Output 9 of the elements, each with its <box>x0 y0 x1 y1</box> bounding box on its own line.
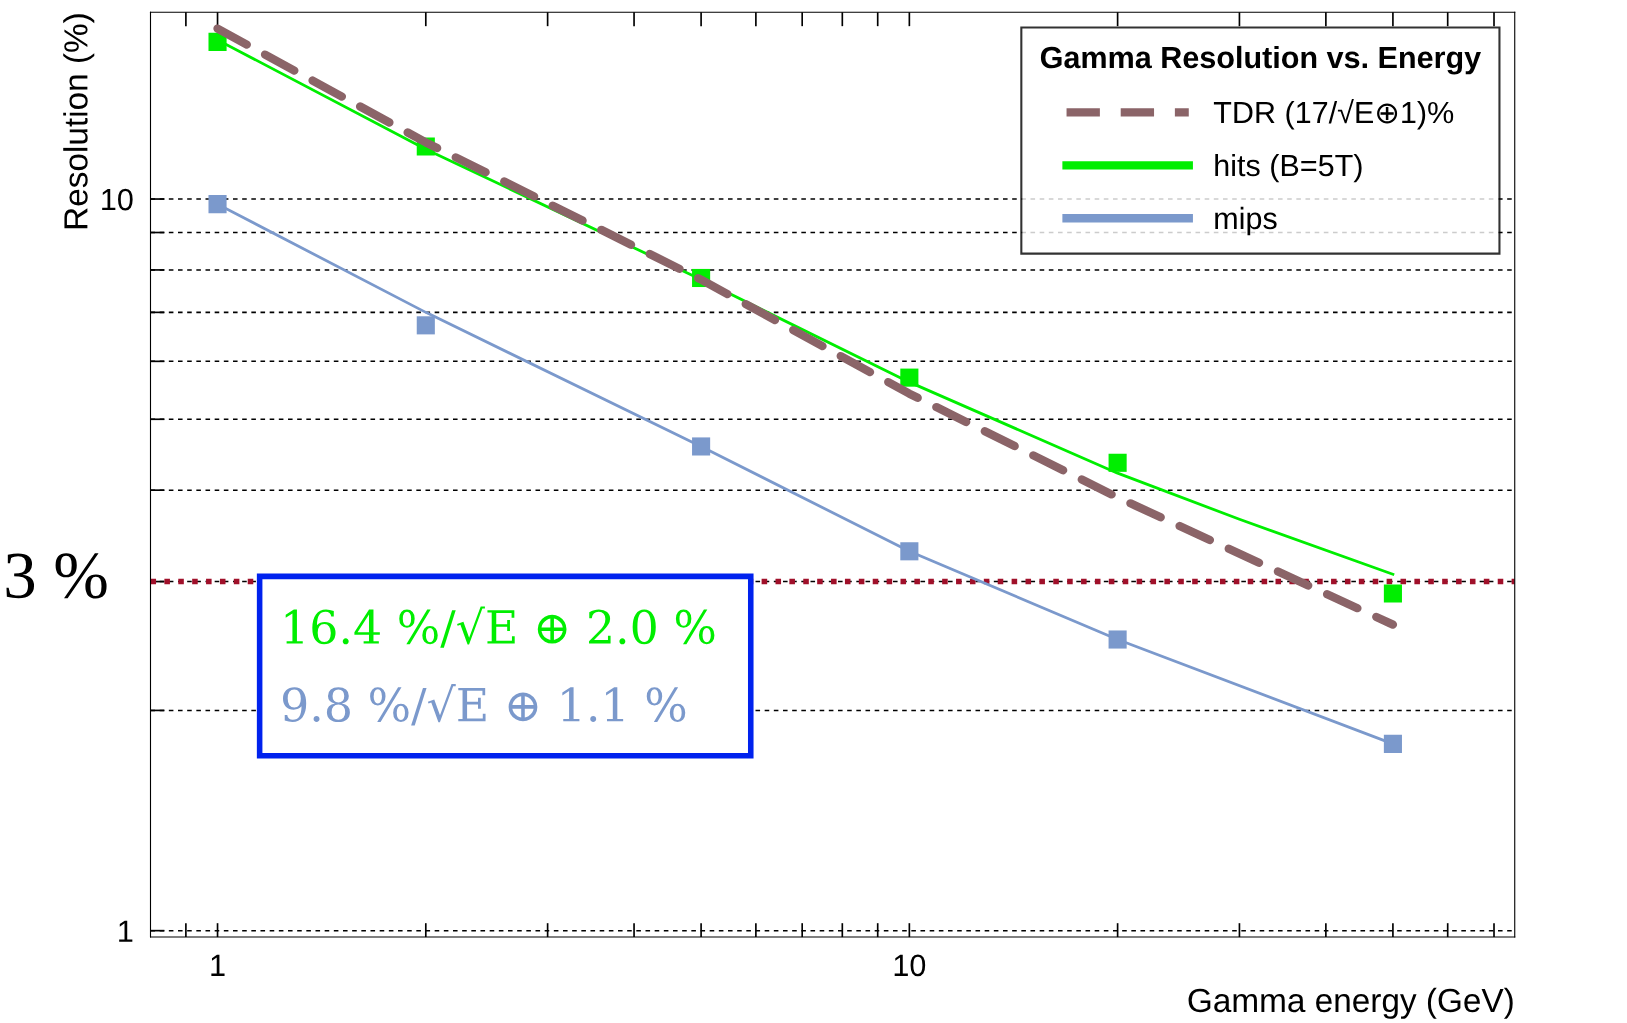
x-axis-title: Gamma energy (GeV) <box>1188 987 1513 1019</box>
annotation: 16.4 %/√E ⊕ 2.0 % <box>285 606 715 648</box>
y-axis-title: Resolution (%) <box>63 14 95 229</box>
legend-title: Gamma Resolution vs. Energy <box>1040 45 1481 75</box>
legend-label: TDR (17/√E⊕1)% <box>1213 98 1454 130</box>
annotation: 9.8 %/√E ⊕ 1.1 % <box>282 684 686 726</box>
legend-label: hits (B=5T) <box>1215 153 1362 183</box>
legend-label: mips <box>1215 206 1277 236</box>
ref-line-label: 3 % <box>6 553 107 599</box>
